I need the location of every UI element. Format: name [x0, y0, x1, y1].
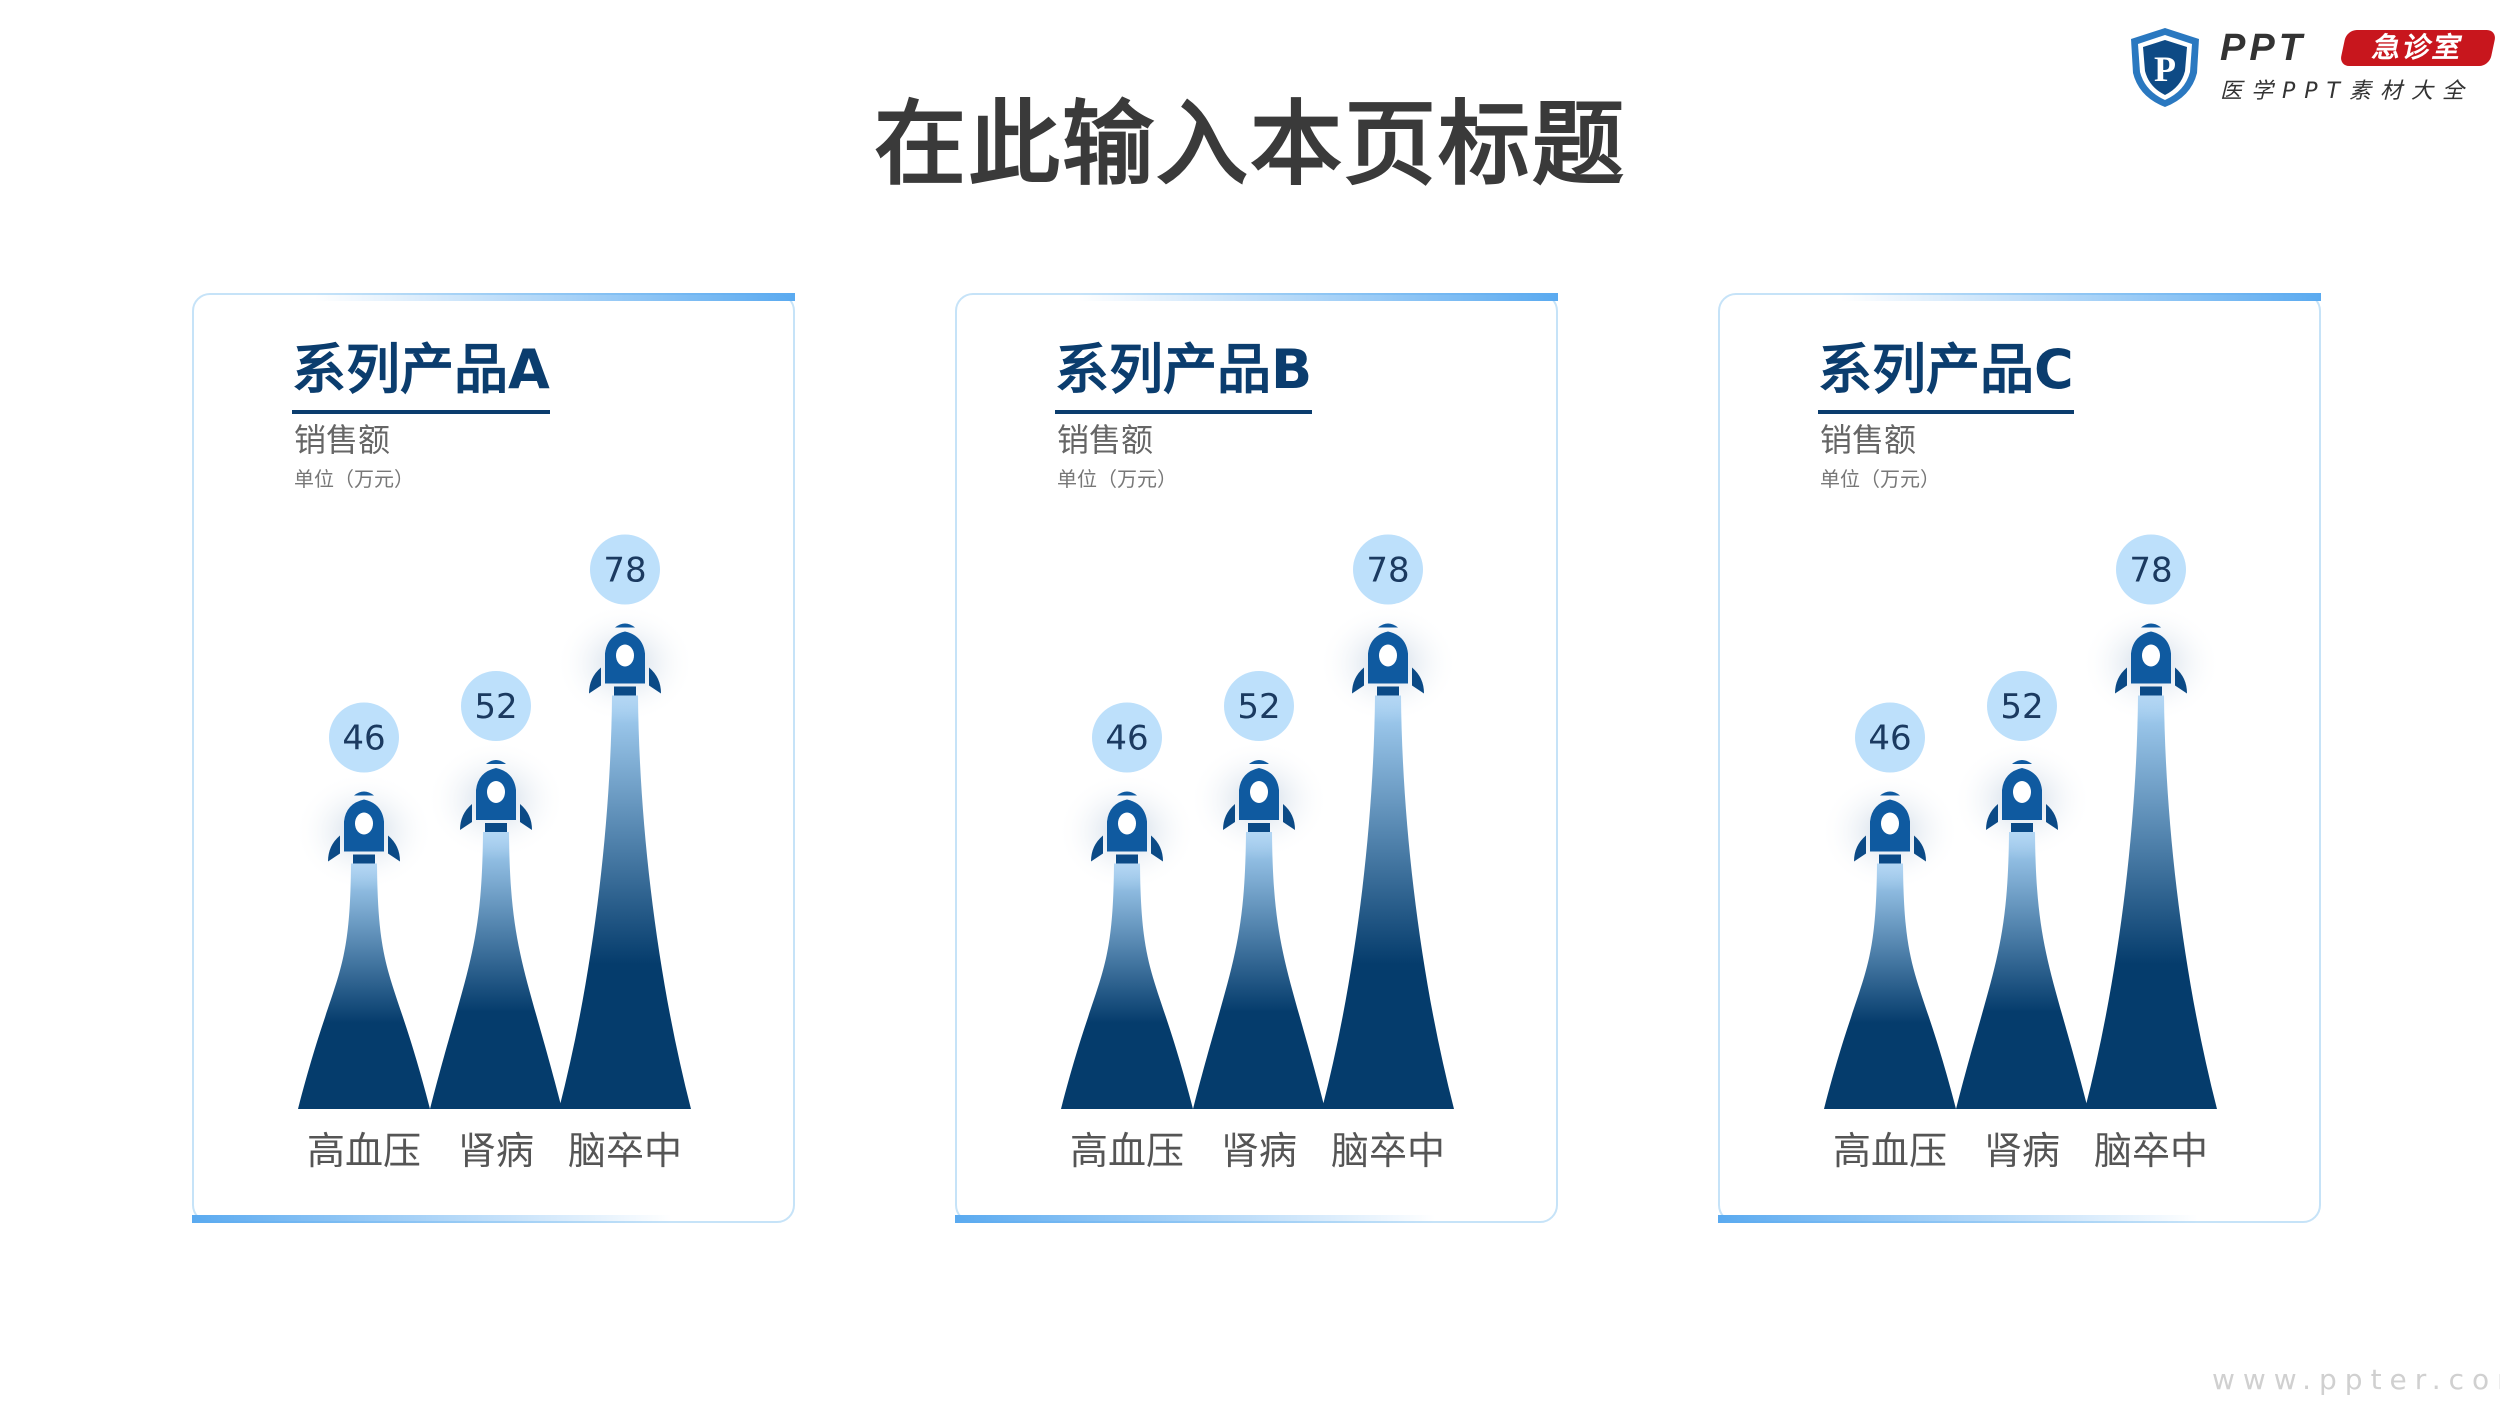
rocket-chart: 46 高血压 52 肾病 78 脑卒中 — [294, 534, 695, 1173]
product-card-b: 系列产品B 销售额 单位（万元） 46 高血压 52 肾病 78 脑卒中 — [955, 293, 1558, 1223]
card-accent-bar — [955, 1215, 1435, 1223]
rocket-icon — [1986, 760, 2058, 832]
unit-label: 单位（万元） — [294, 467, 414, 491]
rocket-icon — [460, 760, 532, 832]
value-bubble — [1855, 702, 1925, 773]
page-title: 在此输入本页标题 — [873, 91, 1626, 198]
unit-label: 单位（万元） — [1820, 467, 1940, 491]
product-card-c: 系列产品C 销售额 单位（万元） 46 高血压 52 肾病 78 脑卒中 — [1718, 293, 2321, 1223]
value-bubble — [329, 702, 399, 773]
data-label: 52 — [474, 687, 517, 727]
data-label: 46 — [1868, 719, 1911, 759]
rocket-icon — [589, 623, 661, 696]
data-label: 52 — [2000, 687, 2043, 727]
category-label: 高血压 — [1070, 1129, 1184, 1173]
value-bubble — [461, 671, 531, 741]
card-accent-bar — [1078, 293, 1558, 301]
card-accent-bar — [192, 1215, 672, 1223]
card-title: 系列产品A — [292, 325, 550, 414]
rocket-flame-bar — [1956, 832, 2088, 1109]
category-label: 高血压 — [1833, 1129, 1947, 1173]
data-label: 78 — [603, 551, 646, 591]
value-bubble — [1353, 534, 1423, 605]
category-label: 肾病 — [1221, 1129, 1297, 1173]
watermark: www.ppter.com — [2212, 1363, 2500, 1396]
rocket-chart: 46 高血压 52 肾病 78 脑卒中 — [1057, 534, 1458, 1173]
data-label: 78 — [2129, 551, 2172, 591]
rocket-flame-bar — [559, 695, 691, 1109]
product-card-a: 系列产品A 销售额 单位（万元） 46 高血压 52 肾病 78 脑卒中 — [192, 293, 795, 1223]
card-accent-bar — [1718, 1215, 2198, 1223]
rocket-flame-bar — [298, 863, 430, 1109]
rocket-chart: 46 高血压 52 肾病 78 脑卒中 — [1820, 534, 2221, 1173]
metric-label: 销售额 — [1057, 421, 1154, 459]
rocket-icon — [1223, 760, 1295, 832]
category-label: 脑卒中 — [2094, 1129, 2208, 1173]
card-title: 系列产品B — [1055, 325, 1313, 414]
rocket-icon — [2115, 623, 2187, 696]
rocket-icon — [1352, 623, 1424, 696]
value-bubble — [1987, 671, 2057, 741]
rocket-flame-bar — [1824, 863, 1956, 1109]
logo: P PPT 急诊室 医学PPT素材大全 — [2125, 25, 2497, 110]
rocket-flame-bar — [1193, 832, 1325, 1109]
card-accent-bar — [1841, 293, 2321, 301]
rocket-flame-bar — [1322, 695, 1454, 1109]
rocket-flame-bar — [1061, 863, 1193, 1109]
logo-brand: PPT — [2220, 27, 2306, 69]
metric-label: 销售额 — [1820, 421, 1917, 459]
logo-tag: 急诊室 — [2339, 30, 2497, 66]
shield-logo-icon: P — [2131, 28, 2199, 107]
value-bubble — [590, 534, 660, 605]
data-label: 52 — [1237, 687, 1280, 727]
category-label: 肾病 — [1984, 1129, 2060, 1173]
logo-subtitle: 医学PPT素材大全 — [2220, 79, 2473, 104]
rocket-icon — [328, 791, 400, 864]
unit-label: 单位（万元） — [1057, 467, 1177, 491]
category-label: 脑卒中 — [568, 1129, 682, 1173]
rocket-flame-bar — [2085, 695, 2217, 1109]
value-bubble — [1092, 702, 1162, 773]
data-label: 46 — [1105, 719, 1148, 759]
rocket-icon — [1091, 791, 1163, 864]
data-label: 46 — [342, 719, 385, 759]
category-label: 肾病 — [458, 1129, 534, 1173]
category-label: 高血压 — [307, 1129, 421, 1173]
value-bubble — [1224, 671, 1294, 741]
card-accent-bar — [315, 293, 795, 301]
metric-label: 销售额 — [294, 421, 391, 459]
rocket-flame-bar — [430, 832, 562, 1109]
category-label: 脑卒中 — [1331, 1129, 1445, 1173]
data-label: 78 — [1366, 551, 1409, 591]
rocket-icon — [1854, 791, 1926, 864]
value-bubble — [2116, 534, 2186, 605]
card-title: 系列产品C — [1818, 325, 2074, 414]
svg-text:P: P — [2154, 49, 2176, 89]
